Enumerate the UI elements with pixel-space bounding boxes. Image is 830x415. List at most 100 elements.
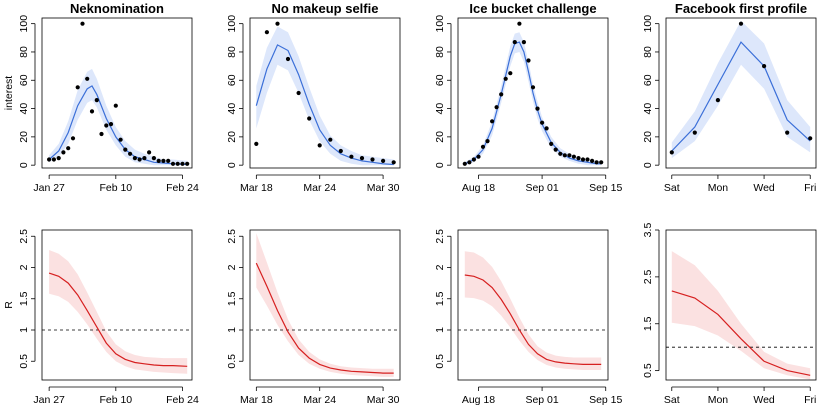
x-tick-label: Sep 01 [525,182,558,194]
data-point [499,92,504,97]
x-tick-label: Wed [753,182,775,194]
data-point [89,109,95,114]
y-tick-label: 80 [434,46,446,58]
y-tick-label: 2 [226,264,238,270]
panel-top-3: 0 20 40 60 80 100 Sat Mon Wed Fri Facebook first p… [642,1,817,194]
panel-top-1: 0 20 40 60 80 100 Mar 18 Mar 24 Mar 30 No makeup … [226,1,401,194]
data-point [185,161,190,166]
data-point [544,126,549,131]
data-point [47,157,52,162]
data-point [338,148,343,154]
panel-top-2: 0 20 40 60 80 100 Aug 18 Sep 01 Sep 15 Ice bucket… [434,1,623,194]
confidence-band [49,68,188,166]
y-tick-label: 20 [226,131,238,143]
x-tick-label: Fri [804,394,816,406]
y-tick-label: 1 [434,327,446,333]
x-tick-label: Wed [753,394,775,406]
y-tick-label: 40 [18,103,30,115]
data-point [128,151,133,156]
x-tick-label: Jan 27 [33,182,65,194]
fitted-line [464,41,602,165]
data-point [275,21,280,26]
data-point [161,158,166,163]
data-point [175,161,180,166]
confidence-band [671,20,811,159]
x-tick-label: Mar 24 [303,394,336,406]
x-tick-label: Sep 15 [589,394,622,406]
y-tick-label: 2.5 [226,229,238,244]
data-point [599,160,604,165]
data-point [359,156,365,161]
data-point [66,146,71,151]
plot-frame [665,229,817,381]
data-point [540,120,545,125]
data-point [317,143,322,148]
data-point [571,154,577,159]
y-tick-label: 1.5 [226,291,238,306]
data-point [785,130,790,135]
confidence-band [671,251,811,380]
plot-frame [457,17,609,169]
data-point [108,122,114,127]
data-point [494,105,499,110]
data-point [142,156,147,161]
y-tick-label: 0 [434,162,446,168]
data-point [349,154,354,159]
x-tick-label: Fri [804,182,816,194]
data-point [166,158,171,163]
data-point [147,150,152,155]
data-point [80,21,85,26]
plot-frame [41,229,193,381]
y-axis-label: interest [3,76,15,111]
x-tick-label: Feb 10 [99,182,132,194]
y-tick-label: 100 [434,15,446,33]
x-tick-label: Sat [664,394,680,406]
data-point [113,103,118,108]
x-tick-label: Mon [708,394,729,406]
data-point [264,30,269,35]
y-tick-label: 0 [642,162,654,168]
data-point [567,153,572,158]
data-point [285,56,291,62]
plot-frame [249,229,401,381]
plot-frame [41,17,193,169]
x-tick-label: Mar 18 [240,394,273,406]
data-point [576,156,581,161]
y-tick-label: 20 [434,131,446,143]
data-point [585,157,590,162]
data-point [132,156,137,161]
data-point [56,156,61,161]
data-point [118,137,123,142]
data-point [471,157,476,162]
y-tick-label: 2.5 [434,229,446,244]
data-point [594,160,599,165]
data-point [808,136,813,141]
y-tick-label: 60 [18,74,30,86]
data-point [51,157,57,162]
data-point [490,119,495,124]
fitted-line [671,41,811,152]
data-point [151,156,156,161]
fitted-line [255,262,394,374]
y-tick-label: 3.5 [642,223,654,238]
panel-top-0: 0 20 40 60 80 100 Jan 27 Feb 10 Feb 24 Neknominat… [3,1,199,194]
panel-title: Facebook first profile [675,1,807,16]
y-tick-label: 20 [18,131,30,143]
y-tick-label: 0.5 [18,354,30,369]
y-tick-label: 0 [226,162,238,168]
data-point [381,158,386,163]
y-tick-label: 1.5 [18,291,30,306]
data-point [480,144,486,149]
fitted-line [48,272,188,367]
data-point [170,161,176,166]
data-point [535,106,540,111]
data-point [296,90,301,96]
y-tick-label: 80 [18,46,30,58]
fitted-line [671,290,811,376]
y-tick-label: 100 [642,15,654,33]
data-point [692,130,697,135]
